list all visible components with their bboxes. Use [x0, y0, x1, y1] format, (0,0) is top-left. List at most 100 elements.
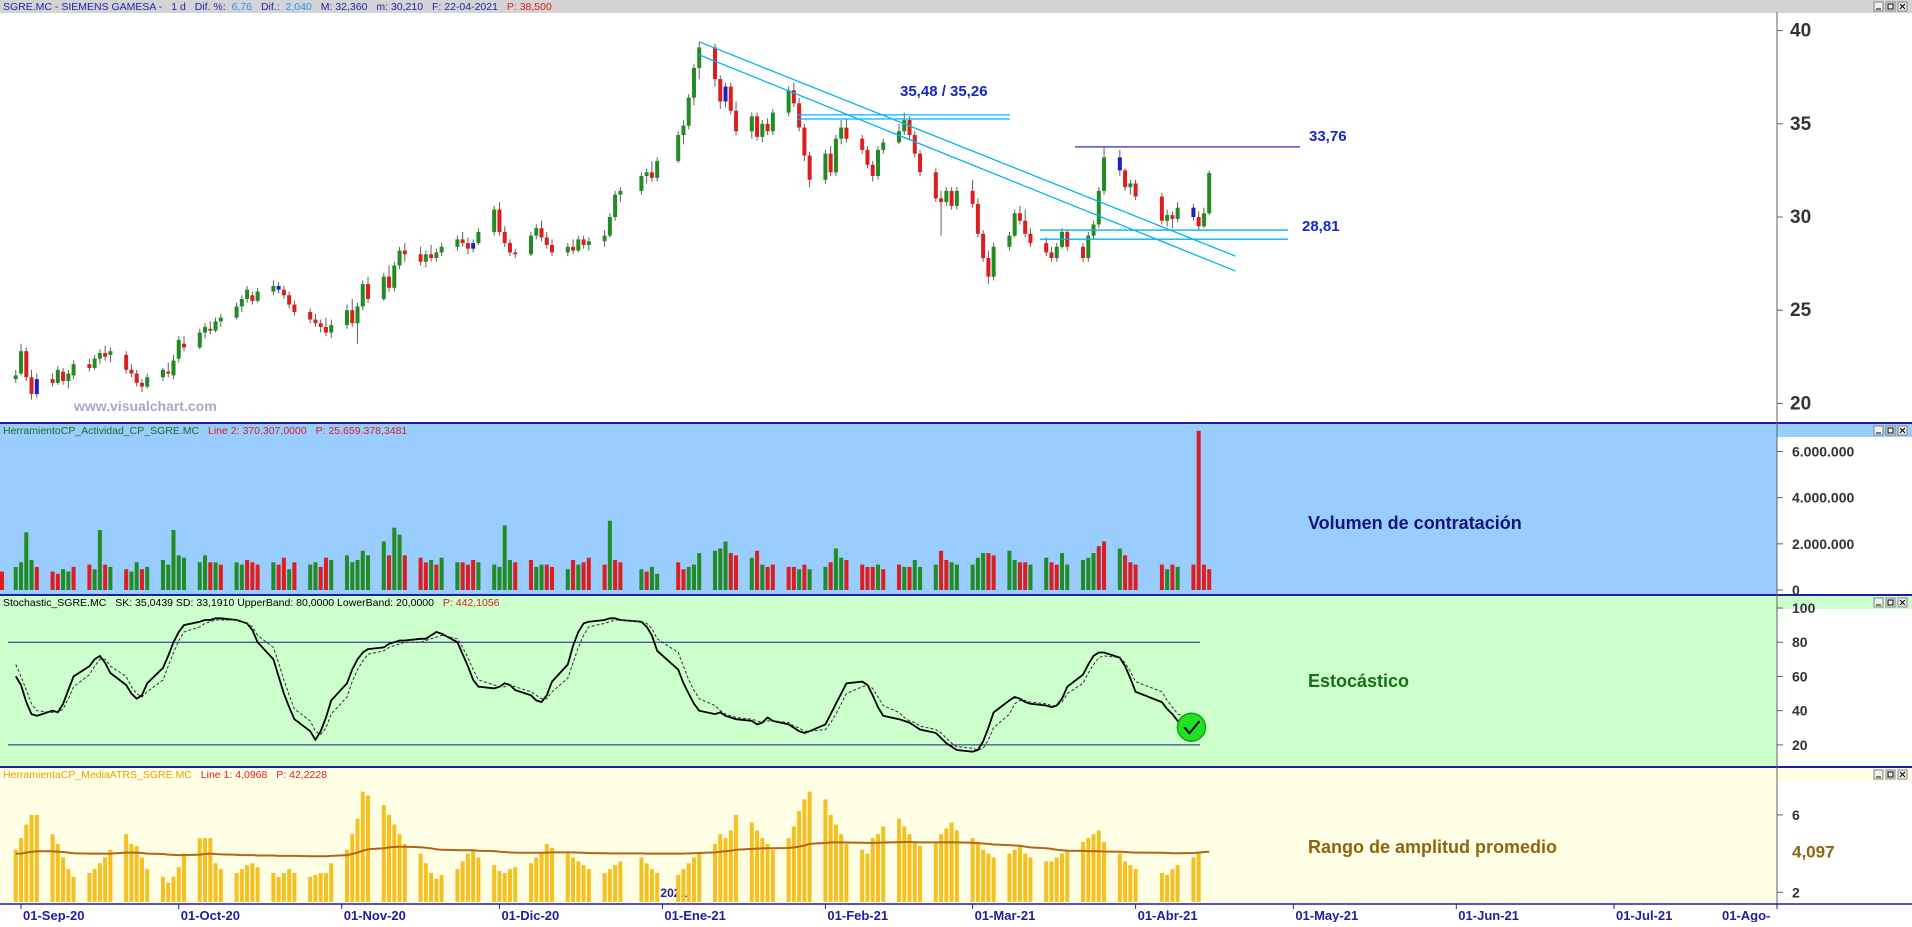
candle-body [565, 246, 570, 253]
atr-bar [975, 843, 980, 902]
candle-body [875, 149, 880, 176]
atr-bar [897, 818, 902, 902]
maximize-icon[interactable] [1885, 769, 1896, 780]
candle-body [839, 127, 844, 139]
atr-bars [13, 791, 1210, 902]
atr-bar [1091, 834, 1096, 902]
x-tick-label: 01-Ago- [1722, 908, 1770, 922]
atr-bar [1059, 853, 1064, 902]
atr-bar [160, 876, 165, 902]
atr-y-axis: 6 2 4,097 [1777, 807, 1835, 900]
volume-bar [402, 555, 407, 590]
close-icon[interactable] [1897, 425, 1908, 436]
candle-body [355, 306, 360, 324]
volume-bar [944, 560, 949, 590]
candle-body [991, 246, 996, 277]
atr-bar [66, 869, 71, 902]
candle-body [907, 120, 912, 135]
atr-bar [681, 869, 686, 902]
volume-bar [387, 555, 392, 590]
atr-bar [565, 853, 570, 902]
candle-body [944, 190, 949, 203]
volume-bar [476, 562, 481, 590]
volume-bar [755, 550, 760, 590]
atr-bar [218, 869, 223, 902]
maximize-icon[interactable] [1885, 425, 1896, 436]
volume-bar [218, 564, 223, 590]
atr-bar [234, 872, 239, 902]
x-axis: 01-Sep-20 01-Oct-20 01-Nov-20 01-Dic-20 … [20, 886, 1778, 923]
price-tick-label: 25 [1790, 300, 1812, 321]
candle-body [1054, 246, 1059, 258]
close-icon[interactable] [1897, 769, 1908, 780]
atr-bar [329, 863, 334, 902]
candle-body [271, 285, 276, 292]
candle-body [602, 235, 607, 242]
atr-bar [392, 824, 397, 902]
atr-average-line [15, 841, 1210, 858]
candle-body [465, 243, 470, 249]
candle-body [218, 317, 223, 322]
volume-bar [434, 564, 439, 590]
volume-bar [544, 564, 549, 590]
candle-body [402, 250, 407, 255]
candle-body [786, 90, 791, 113]
candle-body [933, 172, 938, 199]
atr-bar [607, 869, 612, 902]
header-dif-value: 2,040 [286, 1, 312, 13]
atr-bar [250, 863, 255, 902]
atr-bar [176, 867, 181, 902]
volume-bar [581, 562, 586, 590]
volume-bar [728, 553, 733, 590]
candle-body [176, 340, 181, 359]
atr-bar [34, 814, 39, 902]
candle-body [734, 110, 739, 132]
candle-body [497, 209, 502, 232]
atr-bar [844, 843, 849, 902]
close-icon[interactable] [1897, 597, 1908, 608]
volume-bar [1086, 557, 1091, 590]
volume-bar [986, 553, 991, 590]
volume-bar [823, 566, 828, 590]
stochastic-tick-label: 60 [1792, 668, 1808, 684]
candle-body [97, 353, 102, 359]
volume-bar [318, 566, 323, 590]
volume-bar [1207, 569, 1212, 590]
minimize-icon[interactable] [1873, 425, 1884, 436]
candle-body [581, 239, 586, 245]
volume-bar [497, 566, 502, 590]
candle-body [423, 254, 428, 262]
atr-bar [760, 838, 765, 902]
price-window-controls [1873, 1, 1908, 12]
atr-bar [1159, 872, 1164, 902]
atr-bar [323, 872, 328, 902]
atr-bar [171, 876, 176, 902]
atr-bar [749, 822, 754, 902]
candle-body [250, 295, 255, 301]
close-icon[interactable] [1897, 1, 1908, 12]
candle-body [71, 364, 76, 376]
volume-bar [881, 569, 886, 590]
volume-bar [912, 560, 917, 590]
maximize-icon[interactable] [1885, 1, 1896, 12]
atr-bar [423, 863, 428, 902]
volume-panel-label: Volumen de contratación [1308, 513, 1522, 533]
volume-bar [287, 569, 292, 590]
atr-bar [182, 853, 187, 902]
candle-body [691, 67, 696, 98]
volume-bar [87, 564, 92, 590]
atr-bar [71, 876, 76, 902]
x-tick-label: 01-Ene-21 [664, 908, 725, 922]
volume-bar [92, 569, 97, 590]
atr-bar [281, 872, 286, 902]
volume-bar [1028, 564, 1033, 590]
minimize-icon[interactable] [1873, 597, 1884, 608]
candle-body [1049, 252, 1054, 258]
volume-bar [313, 562, 318, 590]
minimize-icon[interactable] [1873, 1, 1884, 12]
check-circle-icon [1176, 712, 1207, 742]
volume-bar [176, 555, 181, 590]
maximize-icon[interactable] [1885, 597, 1896, 608]
minimize-icon[interactable] [1873, 769, 1884, 780]
volume-bar [308, 564, 313, 590]
